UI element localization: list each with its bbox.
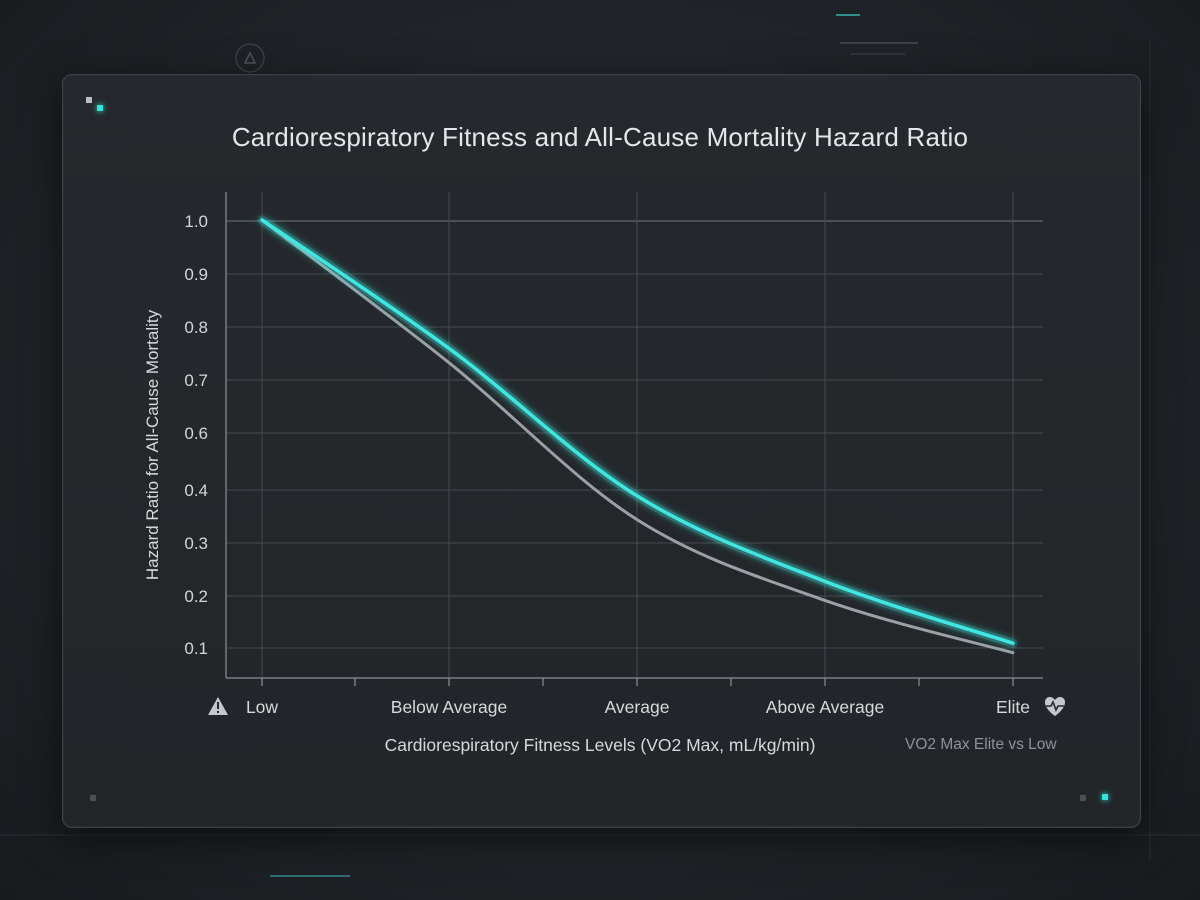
x-tick-label: Average (605, 697, 670, 717)
series-line-primary (260, 218, 1015, 645)
y-tick-label: 0.9 (184, 265, 208, 284)
y-tick-label: 0.7 (184, 371, 208, 390)
corner-marker (90, 795, 96, 801)
chart-panel (62, 74, 1141, 828)
y-tick-label: 0.8 (184, 318, 208, 337)
x-tick-label: Below Average (391, 697, 507, 717)
x-tick-label: Above Average (766, 697, 884, 717)
x-axis-title: Cardiorespiratory Fitness Levels (VO2 Ma… (384, 735, 816, 755)
warning-icon (208, 697, 228, 715)
y-tick-label: 0.4 (184, 481, 208, 500)
y-tick-label: 0.3 (184, 534, 208, 553)
y-axis-title: Hazard Ratio for All-Cause Mortality (143, 309, 162, 580)
y-tick-label: 0.6 (184, 424, 208, 443)
corner-marker (1102, 794, 1108, 800)
y-tick-label: 0.1 (184, 639, 208, 658)
annotation-note: VO2 Max Elite vs Low (905, 736, 1057, 753)
series-line-secondary (260, 218, 1015, 655)
heart-pulse-icon (1044, 697, 1066, 716)
x-tick-label: Low (246, 697, 278, 717)
corner-marker (86, 97, 92, 103)
x-tick-label: Elite (996, 697, 1030, 717)
corner-marker (97, 105, 103, 111)
y-tick-label: 0.2 (184, 587, 208, 606)
chart-title: Cardiorespiratory Fitness and All-Cause … (231, 122, 969, 152)
corner-marker (1080, 795, 1086, 801)
y-tick-label: 1.0 (184, 212, 208, 231)
